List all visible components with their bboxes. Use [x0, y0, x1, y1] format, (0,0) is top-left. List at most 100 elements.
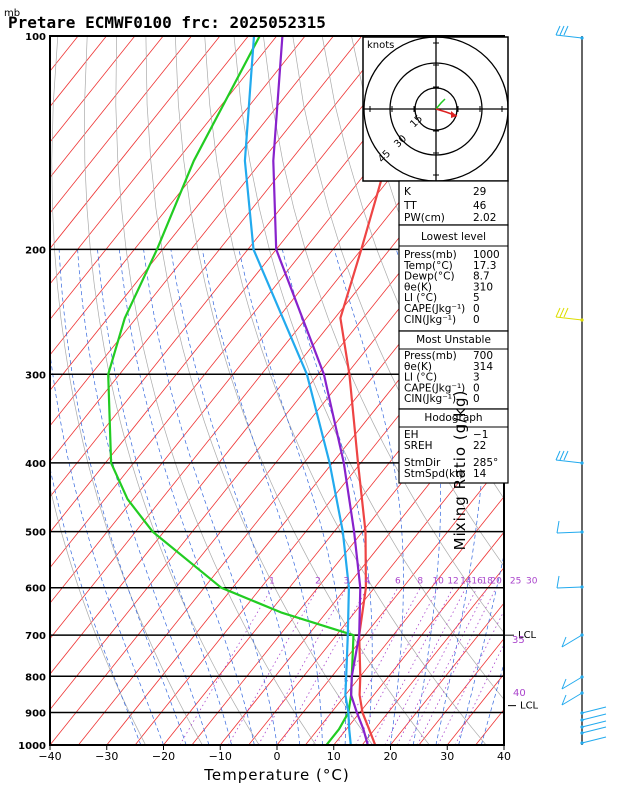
moist-adiabat-line [171, 249, 300, 745]
mixing-ratio-line [258, 588, 346, 745]
wetbulb-profile-line [245, 36, 351, 745]
isotherm-line [0, 36, 419, 745]
y-tick-label: 600 [25, 584, 46, 595]
k-index-label: K [404, 186, 412, 198]
x-tick-label: 20 [384, 750, 398, 763]
wind-barb-staff [556, 317, 582, 320]
wind-barb-flag [564, 26, 568, 35]
wind-barb-staff [562, 693, 582, 705]
mixing-ratio-label: 14 [460, 577, 472, 587]
y-tick-label: 800 [25, 672, 46, 683]
y-tick-label: 200 [25, 245, 46, 256]
isotherm-line [561, 36, 618, 745]
hodograph-units: knots [367, 40, 394, 51]
wind-barb-flag [560, 451, 564, 460]
wind-barb-staff [582, 727, 606, 733]
mixing-ratio-label: 12 [447, 577, 458, 587]
mixing-ratio-label: 6 [395, 577, 401, 587]
lowest-level-row-label: CIN(Jkg⁻¹) [404, 314, 456, 326]
mixing-ratio-label: 8 [417, 577, 423, 587]
most-unstable-row-label: CIN(Jkg⁻¹) [404, 393, 456, 405]
wind-barb-staff [582, 721, 606, 727]
y-tick-label: 700 [25, 631, 46, 642]
y-tick-label: 300 [25, 370, 46, 381]
wind-barb-flag [557, 521, 559, 533]
mixing-ratio-label: 25 [510, 577, 521, 587]
x-tick-label: −40 [38, 750, 61, 763]
x-tick-label: −30 [95, 750, 118, 763]
dry-adiabat-line [528, 36, 618, 745]
tt-index-label: TT [403, 200, 417, 212]
mixing-ratio-label: 1 [269, 577, 275, 587]
wind-barb-flag [556, 26, 560, 35]
x-axis-label: Temperature (°C) [203, 766, 349, 784]
k-index-value: 29 [473, 186, 486, 198]
y-tick-label: 400 [25, 459, 46, 470]
moist-adiabat-line [504, 249, 618, 745]
wind-barb-staff [562, 677, 582, 689]
isotherm-line [0, 36, 390, 745]
wind-barb-staff [557, 587, 582, 588]
theta-label-35: 35 [512, 635, 525, 646]
mixing-ratio-label: 3 [344, 577, 350, 587]
moist-adiabat-line [42, 249, 164, 745]
isotherm-line [0, 36, 135, 745]
dry-adiabat-line [146, 36, 373, 745]
wind-barb-staff [582, 737, 606, 743]
wind-barb-flag [557, 576, 559, 588]
y-tick-label: 900 [25, 709, 46, 720]
lowest-level-header: Lowest level [421, 231, 486, 243]
wind-barb-column [556, 26, 606, 745]
wind-barb-staff [556, 460, 582, 463]
mixing-ratio-label: 20 [490, 577, 502, 587]
pw-index-value: 2.02 [473, 212, 496, 224]
mixing-ratio-label: 4 [364, 577, 370, 587]
isotherm-line [0, 36, 362, 745]
isotherm-line [0, 36, 21, 745]
moist-adiabat-line [98, 249, 232, 745]
pw-index-label: PW(cm) [404, 212, 445, 224]
mixing-ratio-line [180, 588, 272, 745]
wind-barb-flag [560, 308, 564, 317]
mixing-ratio-label: 10 [432, 577, 444, 587]
wind-barb-staff [582, 707, 606, 713]
lowest-level-row-value: 0 [473, 314, 480, 326]
dry-adiabat-line [557, 36, 618, 745]
dry-adiabat-line [116, 36, 316, 745]
most-unstable-row-value: 0 [473, 393, 480, 405]
most-unstable-header: Most Unstable [416, 334, 491, 346]
wind-barb-flag [556, 451, 560, 460]
wind-barb-staff [562, 635, 582, 647]
wind-barb-flag [564, 451, 568, 460]
mixing-ratio-line [408, 588, 487, 745]
hodograph-table-row-label: SREH [404, 440, 433, 452]
wind-barb-staff [557, 532, 582, 533]
y-tick-label: 100 [25, 32, 46, 43]
x-tick-label: 0 [274, 750, 281, 763]
theta-label-40: 40 [513, 688, 526, 699]
chart-title: Pretare ECMWF0100 frc: 2025052315 [8, 13, 326, 32]
x-tick-label: 30 [440, 750, 454, 763]
isotherm-line [0, 36, 106, 745]
dry-adiabat-line [52, 36, 203, 745]
moist-adiabat-line [119, 249, 254, 745]
tt-index-value: 46 [473, 200, 487, 212]
wind-barb-flag [564, 308, 568, 317]
x-tick-label: 10 [327, 750, 341, 763]
mixing-ratio-label: 2 [315, 577, 321, 587]
x-tick-label: 40 [497, 750, 511, 763]
hodograph-table-row-value: 22 [473, 440, 486, 452]
wind-barb-flag [560, 26, 564, 35]
mixing-ratio-line [417, 588, 496, 745]
x-tick-label: −20 [152, 750, 175, 763]
wind-barb-staff [582, 714, 606, 720]
wind-barb-flag [556, 308, 560, 317]
mixing-ratio-axis-label: Mixing Ratio (g/kg) [451, 390, 469, 551]
x-tick-label: −10 [209, 750, 232, 763]
wind-barb-staff [556, 35, 582, 38]
y-tick-label: 500 [25, 528, 46, 539]
mixing-ratio-label: 30 [526, 577, 538, 587]
hodograph-table-row-value: 14 [473, 468, 487, 480]
